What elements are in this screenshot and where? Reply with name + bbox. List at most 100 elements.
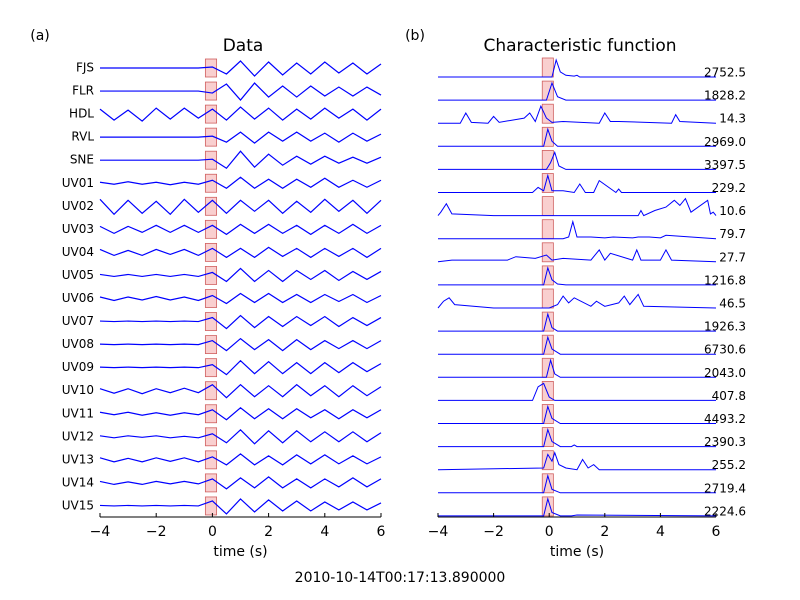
trace [437,293,717,309]
peak-label: 46.5 [719,297,746,311]
pick-window [204,289,218,308]
figure-footer: 2010-10-14T00:17:13.890000 [295,570,506,586]
trace-name: UV12 [62,429,94,443]
peak-label: 6730.6 [704,343,746,357]
x-tick-label: 4 [320,524,329,540]
peak-label: 79.7 [719,227,746,241]
pick-window [541,311,554,332]
trace-name: UV14 [62,475,94,489]
x-tick-label: 2 [264,524,273,540]
x-tick-label: 4 [656,524,665,540]
pick-window [204,173,218,193]
trace-name: UV08 [62,337,94,351]
trace-name: FLR [72,84,94,98]
pick-window [541,288,554,309]
peak-label: 14.3 [719,112,746,126]
x-axis-label: time (s) [550,544,604,560]
pick-window [204,335,218,355]
trace [99,498,382,515]
trace [438,266,716,286]
trace [99,267,382,283]
trace-name: UV03 [62,222,94,236]
trace [99,106,382,122]
trace [100,131,382,144]
x-tick-label: 0 [208,524,217,540]
trace [99,406,382,421]
pick-window [541,80,554,101]
trace-name: UV09 [62,360,94,374]
peak-label: 2969.0 [704,135,746,149]
trace-name: RVL [71,130,94,144]
pick-window [541,126,554,147]
peak-label: 3397.5 [704,158,746,172]
peak-label: 2390.3 [704,435,746,449]
pick-window [204,358,218,378]
x-tick-label: 6 [712,524,721,540]
peak-label: 27.7 [719,250,746,264]
pick-window [204,450,218,470]
trace-name: UV07 [62,314,94,328]
trace-name: UV04 [62,245,94,259]
pick-window [541,173,554,193]
panel-label: (b) [405,28,425,44]
trace [438,473,716,494]
trace [438,382,716,401]
x-tick-label: −4 [428,524,449,540]
pick-window [541,242,554,263]
pick-window [541,380,554,401]
pick-window [541,334,554,355]
trace [99,223,382,236]
x-tick-label: 2 [600,524,609,540]
trace [99,176,382,189]
pick-window [541,496,554,517]
trace [438,81,716,101]
peak-label: 1828.2 [704,89,746,103]
trace-name: UV11 [62,406,94,420]
trace [99,476,382,490]
peak-label: 2719.4 [704,481,746,495]
trace [438,497,717,517]
trace [100,60,382,77]
pick-window [541,57,554,78]
pick-window [541,196,554,217]
trace [438,358,716,378]
pick-window [204,219,218,239]
trace-name: UV02 [62,199,94,213]
trace [437,451,716,471]
pick-window [541,427,554,448]
peak-label: 4493.2 [704,412,746,426]
trace [99,246,382,259]
trace [437,197,717,217]
trace-name: FJS [76,61,94,75]
chart-title: Data [223,36,264,56]
trace [99,337,382,352]
trace [438,427,716,448]
peak-label: 2224.6 [704,504,746,518]
trace-name: UV10 [62,383,94,397]
pick-window [204,242,218,262]
peak-label: 229.2 [712,181,746,195]
x-tick-label: 6 [377,524,386,540]
peak-label: 10.6 [719,204,746,218]
pick-window [541,473,554,494]
trace-name: UV01 [62,176,94,190]
trace [99,359,382,376]
x-tick-label: −4 [90,524,111,540]
panel-label: (a) [30,28,50,44]
peak-label: 1926.3 [704,320,746,334]
trace [438,404,716,424]
peak-label: 255.2 [712,458,746,472]
pick-window [204,104,218,124]
trace [438,127,716,147]
trace [99,428,382,445]
chart-title: Characteristic function [483,36,676,56]
trace-name: UV06 [62,291,94,305]
trace-name: SNE [70,153,94,167]
x-axis-label: time (s) [213,544,267,560]
pick-window [541,219,554,240]
trace [438,219,717,240]
pick-window [541,103,554,124]
trace [100,82,382,101]
trace [438,58,716,78]
